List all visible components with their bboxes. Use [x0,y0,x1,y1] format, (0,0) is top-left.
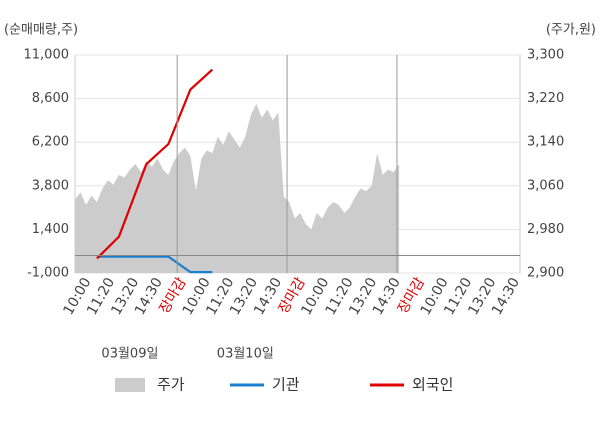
y-tick-label: 6,200 [32,135,69,150]
y2-tick-label: 2,900 [527,266,564,281]
legend-swatch [115,378,145,392]
series-line [96,255,213,274]
y-tick-label: -1,000 [27,266,69,281]
y2-tick-label: 2,980 [527,222,564,237]
y-axis-title: (순매매량,주) [4,23,78,38]
y2-tick-label: 3,220 [527,91,564,106]
price-area [75,104,400,273]
legend-label: 기관 [272,376,300,394]
legend-label: 외국인 [412,376,453,394]
y-tick-label: 11,000 [24,48,70,63]
date-label: 03월09일 [101,347,158,362]
series-line [96,68,214,260]
y2-axis-title: (주가,원) [546,23,596,38]
y-tick-label: 8,600 [32,91,69,106]
date-label: 03월10일 [217,347,274,362]
y2-tick-label: 3,300 [527,48,564,63]
y-tick-label: 1,400 [32,222,69,237]
y2-tick-label: 3,140 [527,135,564,150]
y2-tick-label: 3,060 [527,178,564,193]
y-tick-label: 3,800 [32,178,69,193]
legend-label: 주가 [157,376,185,394]
